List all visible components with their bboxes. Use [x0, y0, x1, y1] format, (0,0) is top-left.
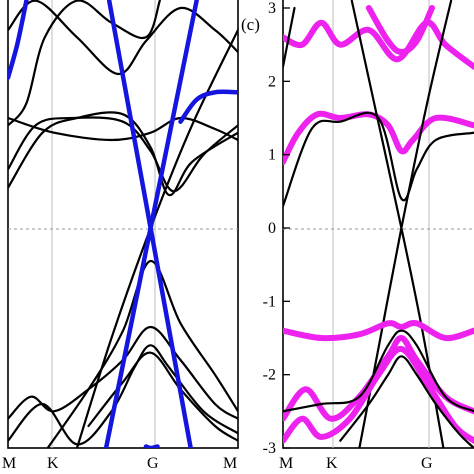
left-band-line-14	[143, 444, 160, 448]
left-kpoint-label-m2: M	[223, 455, 237, 472]
left-band-line-3	[8, 116, 238, 193]
right-band-line-4	[283, 6, 296, 68]
right-band-line-1	[365, 5, 435, 55]
right-y-axis-ticks: 3 2 1 0 -1 -2 -3	[263, 0, 290, 457]
right-band-line-7	[283, 319, 474, 342]
left-band-line-10	[8, 0, 29, 80]
left-panel-frame	[7, 0, 239, 449]
left-panel: M K G M	[2, 0, 239, 472]
right-band-line-10	[283, 329, 474, 413]
right-y-tick-label-1: 2	[268, 73, 276, 90]
right-panel-frame	[282, 0, 474, 449]
left-band-line-4	[8, 116, 238, 142]
right-y-tick-label-4: -1	[263, 293, 276, 310]
right-kpoint-label-m1: M	[279, 455, 293, 472]
left-band-line-12	[106, 0, 193, 448]
right-band-line-0	[283, 19, 474, 70]
right-band-lines	[283, 0, 474, 448]
left-kpoint-label-g: G	[147, 455, 159, 472]
right-panel: 3 2 1 0 -1 -2 -3 (c) M K G	[241, 0, 474, 472]
right-kpoint-label-g: G	[421, 455, 433, 472]
right-kpoint-label-k: K	[326, 455, 338, 472]
right-band-line-11	[339, 355, 474, 448]
right-y-tick-label-6: -3	[263, 440, 276, 457]
left-kpoint-label-m1: M	[2, 455, 16, 472]
left-band-line-13	[178, 89, 238, 124]
left-band-line-1	[8, 0, 238, 76]
right-y-tick-label-5: -2	[263, 367, 276, 384]
right-y-tick-label-0: 3	[268, 0, 276, 17]
left-band-line-2	[8, 111, 238, 197]
left-band-line-0	[8, 0, 161, 127]
left-band-lines	[8, 0, 238, 448]
panel-label-c: (c)	[241, 15, 260, 34]
left-kpoint-label-k: K	[47, 455, 59, 472]
right-band-line-9	[283, 346, 474, 444]
right-y-tick-label-3: 0	[268, 220, 276, 237]
right-y-tick-label-2: 1	[268, 147, 276, 164]
right-band-line-3	[283, 111, 474, 208]
